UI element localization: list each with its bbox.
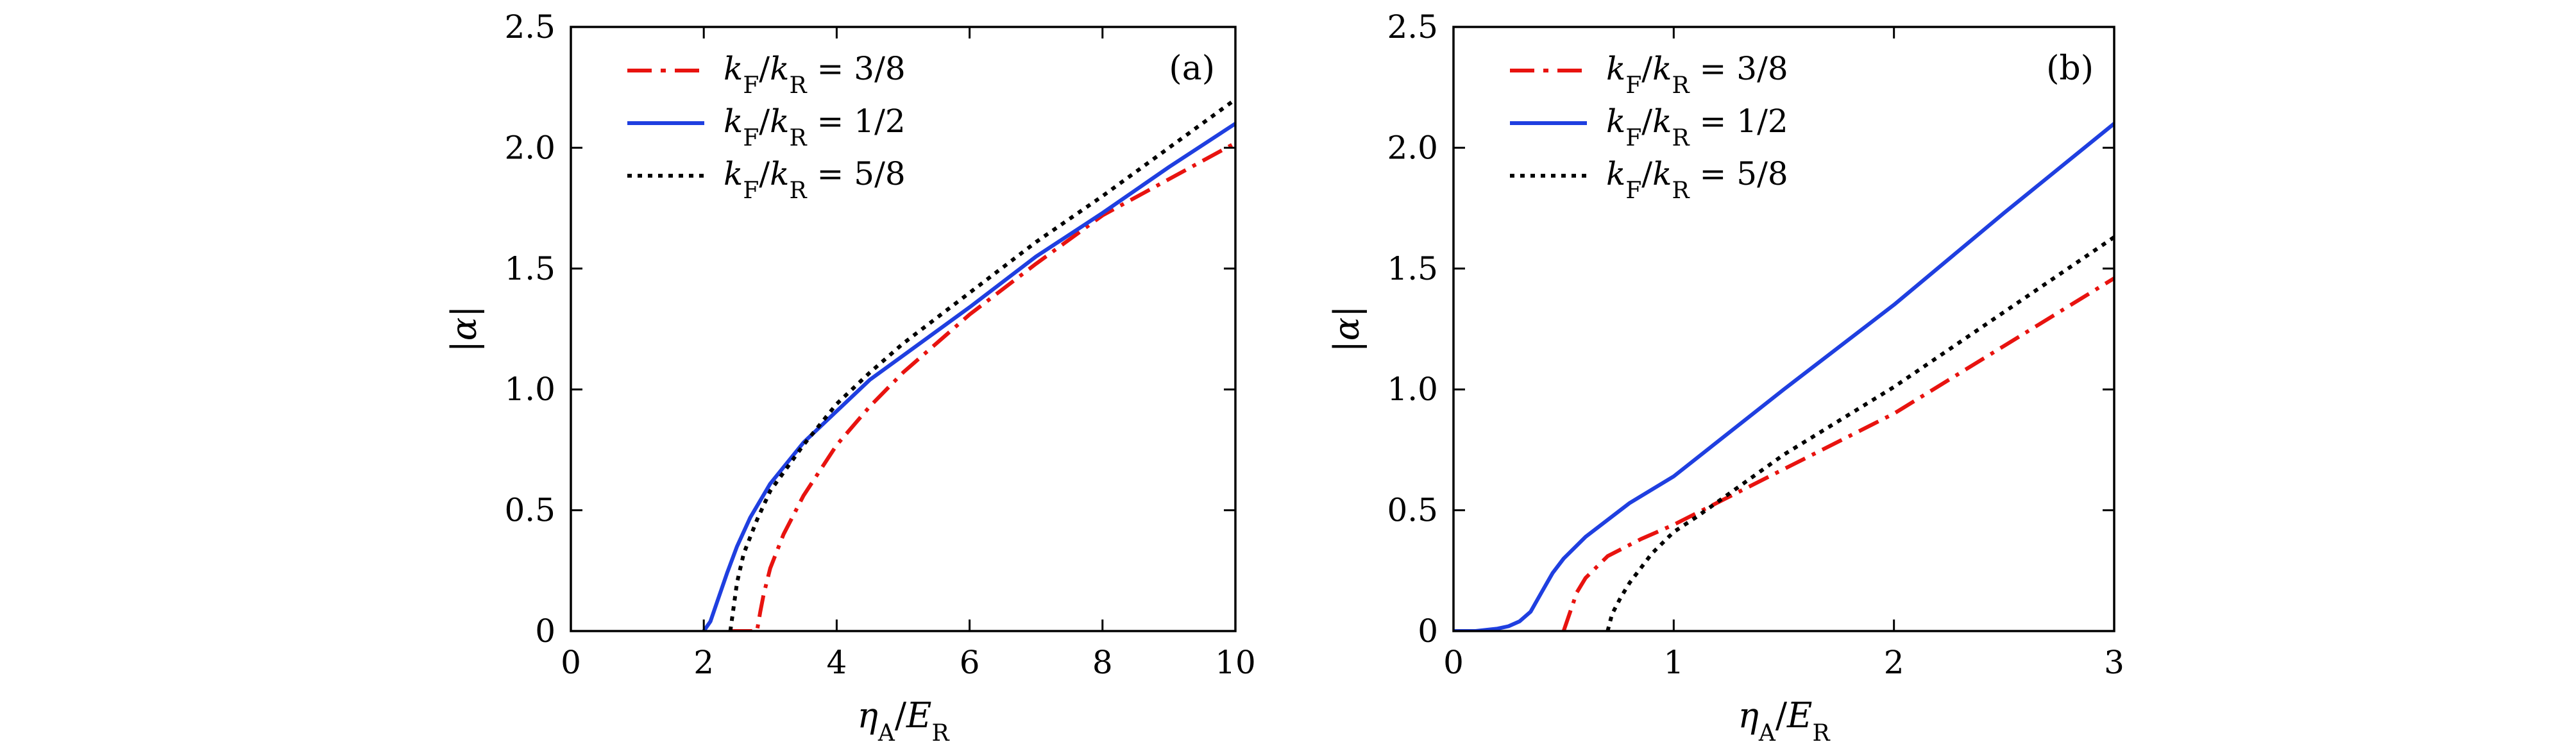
legend-entry: kF/kR = 3/8 [1606,50,1788,99]
plot-frame [570,26,1237,632]
x-tick-label: 4 [826,644,847,681]
y-axis-label: |α| [444,306,484,353]
y-tick-label: 2.5 [504,8,555,46]
x-tick-label: 2 [693,644,714,681]
y-axis-label: |α| [1326,306,1367,353]
legend-entry: kF/kR = 1/2 [1606,103,1788,151]
y-tick-label: 0 [535,612,555,650]
plot-frame [1452,26,2115,632]
panel-a: 0 2 4 6 8 10 0 0.5 1.0 1.5 2.0 2.5 ηA/ER |α| (a) kF/kR … [444,8,1256,742]
y-tick-label: 0.5 [504,492,555,529]
legend: kF/kR = 3/8kF/kR = 1/2kF/kR = 5/8 [627,50,906,204]
panel-label: (a) [1169,49,1215,88]
y-tick-label: 0 [1418,612,1438,650]
x-axis-label: ηA/ER [1738,695,1830,742]
y-tick-label: 1.0 [1387,371,1438,408]
y-tick-label: 1.5 [1387,250,1438,287]
series-line-2 [1453,122,2114,631]
series-line-1 [1561,276,2114,631]
legend-entry: kF/kR = 3/8 [724,50,906,99]
x-tick-label: 6 [960,644,980,681]
y-tick-label: 1.0 [504,371,555,408]
y-tick-label: 2.0 [1387,129,1438,166]
series-line-2 [702,122,1235,631]
panel-label: (b) [2046,49,2094,88]
legend: kF/kR = 3/8kF/kR = 1/2kF/kR = 5/8 [1510,50,1788,204]
legend-entry: kF/kR = 5/8 [1606,155,1788,204]
series-line-3 [728,97,1235,631]
x-tick-label: 0 [561,644,581,681]
y-tick-label: 2.0 [504,129,555,166]
x-tick-label: 3 [2104,644,2124,681]
y-tick-label: 1.5 [504,250,555,287]
y-tick-label: 0.5 [1387,492,1438,529]
y-tick-label: 2.5 [1387,8,1438,46]
legend-entry: kF/kR = 5/8 [724,155,906,204]
x-axis-label: ηA/ER [857,695,949,742]
x-tick-label: 0 [1443,644,1464,681]
x-tick-label: 1 [1663,644,1684,681]
x-tick-label: 8 [1092,644,1113,681]
x-tick-label: 2 [1884,644,1904,681]
series-line-1 [730,141,1235,631]
x-tick-label: 10 [1215,644,1256,681]
legend-entry: kF/kR = 1/2 [724,103,906,151]
panel-b: 0 1 2 3 0 0.5 1.0 1.5 2.0 2.5 ηA/ER |α| (b) kF/kR = 3… [1326,8,2124,742]
series-line-3 [1606,235,2114,631]
